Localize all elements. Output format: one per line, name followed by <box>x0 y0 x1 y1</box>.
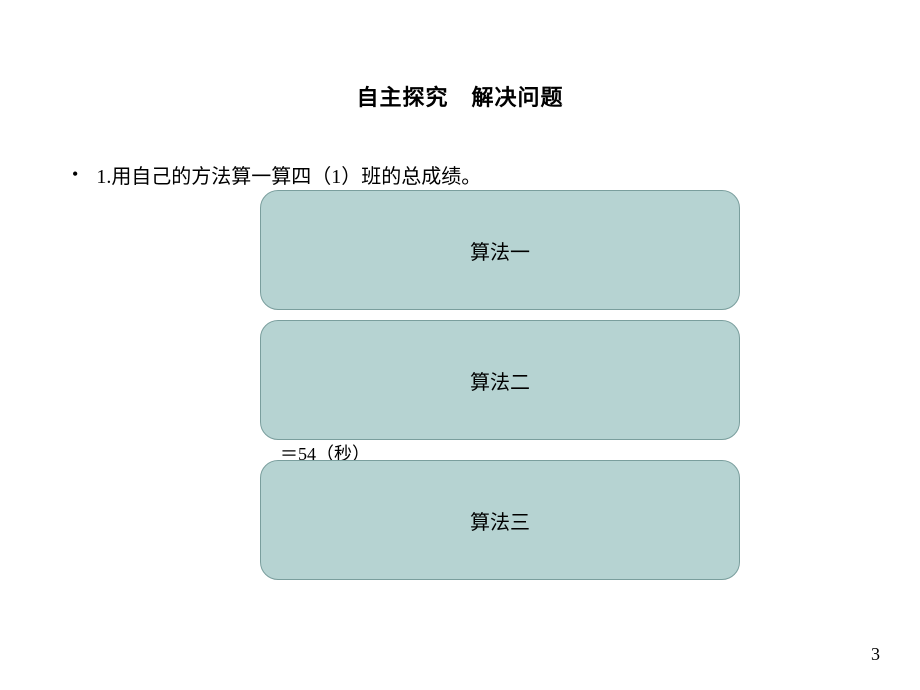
method-card-2: 算法二 <box>260 320 740 440</box>
slide-title: 自主探究 解决问题 <box>0 0 920 112</box>
bullet-text: 1.用自己的方法算一算四（1）班的总成绩。 <box>96 160 481 189</box>
method-card-3: 算法三 <box>260 460 740 580</box>
method-card-1-label: 算法一 <box>470 236 530 265</box>
page-number: 3 <box>871 644 880 665</box>
method-card-2-label: 算法二 <box>470 366 530 395</box>
bullet-point-1: • 1.用自己的方法算一算四（1）班的总成绩。 <box>72 160 481 189</box>
method-card-3-label: 算法三 <box>470 506 530 535</box>
bullet-marker: • <box>72 164 78 185</box>
method-card-1: 算法一 <box>260 190 740 310</box>
